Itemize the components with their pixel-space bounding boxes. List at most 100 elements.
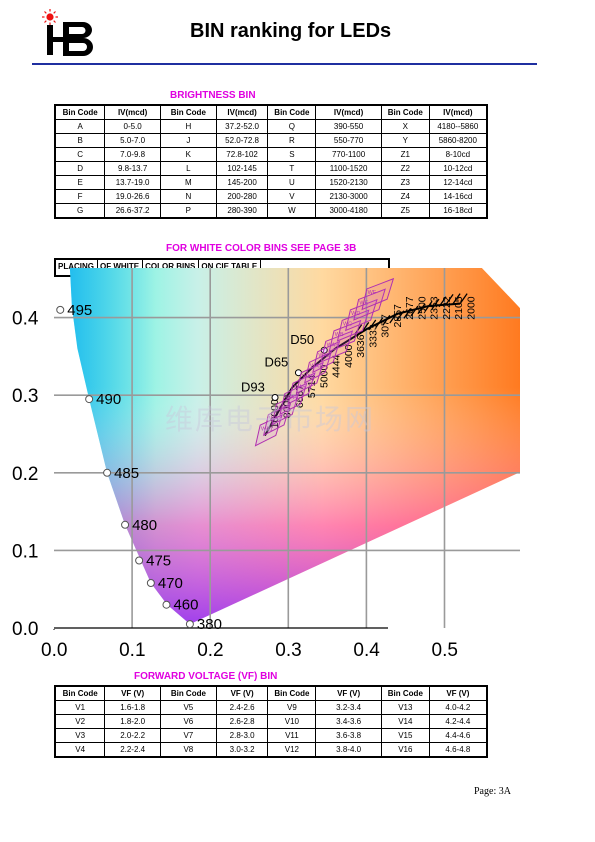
table-cell: B <box>54 133 106 148</box>
wavelength-marker <box>162 600 171 609</box>
bin-label: WA3 <box>277 405 289 411</box>
table-cell: D <box>54 161 106 176</box>
grid-lines <box>54 268 520 628</box>
planck-hatch <box>375 317 384 329</box>
table-cell: 1.8-2.0 <box>104 714 161 729</box>
table-cell: Z5 <box>380 203 430 219</box>
cie-diagram: 0.0 0.1 0.2 0.3 0.4 0.0 0.1 0.2 0.3 0.4 0.5 495 490… <box>12 268 520 661</box>
bin-polygon <box>303 351 333 384</box>
page-number: Page: 3A <box>474 786 511 797</box>
table-cell: 770-1100 <box>315 147 382 162</box>
wavelength-label: 470 <box>158 575 183 592</box>
vf-title: FORWARD VOLTAGE (VF) BIN <box>134 671 278 682</box>
cct-label: 2500 <box>416 296 428 320</box>
table-cell: 3.2-3.4 <box>315 700 382 715</box>
y-tick-label: 0.0 <box>12 619 38 640</box>
table-cell: Q <box>267 119 317 134</box>
table-row: V2 1.8-2.0 V6 2.6-2.8 V10 3.4-3.6 V14 4.2-4.4 <box>54 714 488 729</box>
table-row: V1 1.6-1.8 V5 2.4-2.6 V9 3.2-3.4 V13 4.0-4.2 <box>54 700 488 715</box>
table-cell: 280-390 <box>215 203 269 219</box>
table-cell: 3.8-4.0 <box>315 742 382 758</box>
y-tick-label: 0.4 <box>12 309 39 330</box>
planck-hatch <box>382 314 391 326</box>
wavelength-marker <box>185 620 194 629</box>
table-cell: Z2 <box>380 161 430 176</box>
y-tick-label: 0.3 <box>12 386 38 407</box>
illuminant-label: D50 <box>290 332 314 347</box>
x-tick-label: 0.5 <box>432 640 458 661</box>
planck-hatch <box>410 305 419 317</box>
table-cell: E <box>54 175 106 190</box>
column-header: IV(mcd) <box>315 104 382 120</box>
table-cell: 52.0-72.8 <box>215 133 269 148</box>
table-cell: H <box>160 119 217 134</box>
column-header: Bin Code <box>267 104 317 120</box>
illuminant-label: D93 <box>241 380 265 395</box>
planck-hatch <box>431 298 440 310</box>
wavelength-label: 495 <box>67 302 92 319</box>
table-cell: V15 <box>380 728 430 743</box>
table-cell: X <box>380 119 430 134</box>
table-cell: T <box>267 161 317 176</box>
table-cell: 4.6-4.8 <box>428 742 488 758</box>
bin-label: WB <box>335 332 344 338</box>
table-cell: 16-18cd <box>428 203 488 219</box>
table-cell: F <box>54 189 106 204</box>
column-header: IV(mcd) <box>215 104 269 120</box>
table-cell: G <box>54 203 106 219</box>
bin-polygon <box>345 298 378 332</box>
table-cell: 145-200 <box>215 175 269 190</box>
cct-label: 2857 <box>392 304 404 328</box>
table-cell: 72.8-102 <box>215 147 269 162</box>
table-cell: 390-550 <box>315 119 382 134</box>
column-header: VF (V) <box>104 685 161 701</box>
column-header: Bin Code <box>267 685 317 701</box>
bin-label: WA5 <box>294 384 306 390</box>
table-cell: J <box>160 133 217 148</box>
table-cell: 14-16cd <box>428 189 488 204</box>
table-cell: U <box>267 175 317 190</box>
table-cell: 200-280 <box>215 189 269 204</box>
cct-label: 3077 <box>380 314 392 338</box>
placing-cell: PLACING <box>56 260 98 275</box>
placing-cell: COLOR BINS <box>143 260 200 275</box>
table-header-row: Bin Code VF (V) Bin Code VF (V) Bin Code VF (… <box>54 685 488 701</box>
bin-label: WA8 <box>318 353 330 359</box>
planck-hatch <box>389 312 398 324</box>
bin-label: WA2 <box>269 416 281 422</box>
cct-label: 2353 <box>429 296 441 320</box>
table-cell: 1520-2130 <box>315 175 382 190</box>
table-cell: 8-10cd <box>428 147 488 162</box>
table-cell: 2.8-3.0 <box>215 728 269 743</box>
table-row: V3 2.0-2.2 V7 2.8-3.0 V11 3.6-3.8 V15 4.4-4.6 <box>54 728 488 743</box>
column-header: Bin Code <box>380 685 430 701</box>
table-cell: V2 <box>54 714 106 729</box>
table-row: V4 2.2-2.4 V8 3.0-3.2 V12 3.8-4.0 V16 4.6-4.8 <box>54 742 488 758</box>
table-row: C 7.0-9.8 K 72.8-102 S 770-1100 Z1 8-10cd <box>54 147 488 162</box>
table-cell: 9.8-13.7 <box>104 161 161 176</box>
cct-label: 2105 <box>453 296 465 320</box>
column-header: VF (V) <box>215 685 269 701</box>
table-cell: L <box>160 161 217 176</box>
x-tick-label: 0.0 <box>41 640 67 661</box>
planck-hatch <box>368 319 377 331</box>
table-cell: 4.2-4.4 <box>428 714 488 729</box>
bin-label: WA4 <box>286 395 298 401</box>
table-cell: V7 <box>160 728 217 743</box>
column-header: Bin Code <box>160 685 217 701</box>
table-cell: 10-12cd <box>428 161 488 176</box>
wavelength-marker <box>85 395 94 404</box>
bin-polygon <box>312 340 341 374</box>
table-cell: 26.6-37.2 <box>104 203 161 219</box>
bin-polygon <box>328 319 362 353</box>
x-tick-label: 0.4 <box>353 640 380 661</box>
planck-hatch <box>424 301 433 312</box>
page-title: BIN ranking for LEDs <box>190 20 392 42</box>
table-cell: Y <box>380 133 430 148</box>
bin-label: WE <box>359 301 368 307</box>
table-cell: 2.6-2.8 <box>215 714 269 729</box>
table-cell: K <box>160 147 217 162</box>
table-cell: 102-145 <box>215 161 269 176</box>
bin-polygon <box>320 330 354 363</box>
table-cell: A <box>54 119 106 134</box>
